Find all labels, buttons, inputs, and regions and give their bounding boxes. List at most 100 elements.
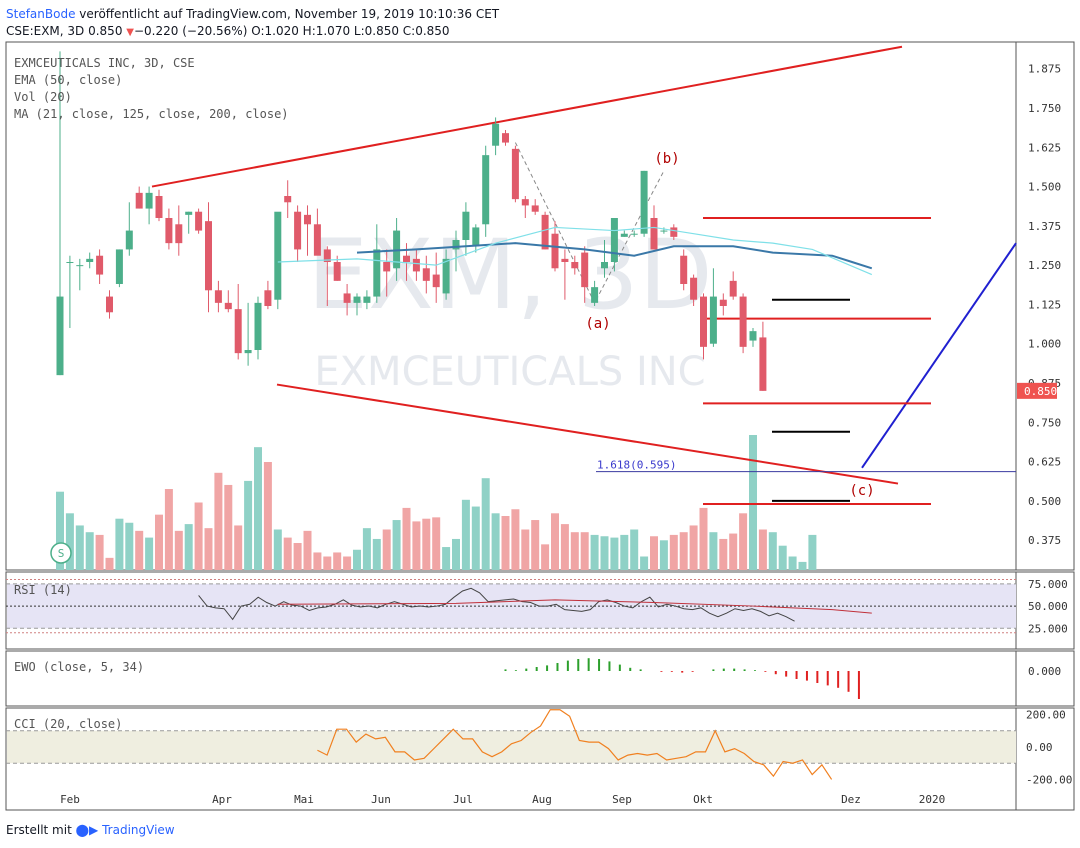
watermark-name: EXMCEUTICALS INC — [314, 349, 705, 395]
cci-band — [7, 730, 1016, 764]
candle-body — [690, 277, 698, 300]
volume-bar — [679, 532, 688, 570]
price-tick: 1.000 — [1028, 338, 1061, 351]
volume-bar — [244, 480, 253, 570]
candle-body — [442, 258, 450, 294]
candle-body — [403, 255, 410, 262]
candle-body — [581, 252, 589, 288]
candle-body — [393, 230, 401, 269]
time-tick: Dez — [841, 793, 861, 806]
candle-body — [125, 230, 133, 250]
ewo-panel: 0.000 EWO (close, 5, 34) — [14, 658, 1061, 699]
price-tick: 0.500 — [1028, 495, 1061, 508]
candle-body — [284, 196, 292, 203]
candle-body — [96, 255, 104, 275]
rsi-label: RSI (14) — [14, 583, 72, 597]
candle-body — [551, 233, 559, 269]
volume-bar — [283, 537, 292, 570]
candle-body — [115, 249, 123, 284]
candle-body — [343, 293, 351, 303]
volume-bar — [372, 538, 381, 570]
lower-trendline — [276, 383, 899, 485]
legend-vol: Vol (20) — [14, 90, 72, 104]
volume-bar — [729, 533, 738, 570]
candle-body — [492, 123, 500, 146]
candles — [56, 51, 767, 391]
cci-tick: 200.00 — [1026, 709, 1066, 722]
volume-bar — [194, 502, 203, 570]
volume-bar — [511, 509, 520, 570]
time-tick: Okt — [693, 793, 713, 806]
volume-bar — [699, 507, 708, 570]
candle-body — [244, 350, 252, 354]
candle-body — [106, 296, 113, 313]
candle-body — [412, 258, 420, 272]
volume-bar — [214, 472, 223, 570]
volume-bar — [610, 537, 619, 570]
candle-body — [610, 218, 618, 262]
volume-bar — [273, 529, 282, 570]
candle-body — [709, 296, 717, 344]
volume-bar — [343, 556, 352, 570]
legend-ma: MA (21, close, 125, close, 200, close) — [14, 107, 289, 121]
volume-bar — [65, 513, 74, 570]
time-tick: Aug — [532, 793, 552, 806]
volume-bar — [333, 552, 342, 570]
volume-bar — [531, 520, 540, 570]
price-tick: 1.125 — [1028, 298, 1061, 311]
candle-body — [511, 148, 519, 200]
candle-body — [254, 302, 262, 350]
candle-body — [165, 218, 173, 244]
volume-bar — [689, 525, 698, 570]
rsi-line — [198, 587, 795, 622]
volume-bar — [709, 532, 718, 570]
volume-bar — [174, 530, 183, 570]
candle-body — [472, 227, 480, 247]
volume-bar — [115, 518, 124, 570]
volume-bar — [501, 516, 510, 570]
volume-bar — [412, 521, 421, 570]
volume-bar — [145, 537, 154, 570]
created-with-label: Erstellt mit — [6, 823, 72, 837]
candle-body — [462, 211, 470, 240]
candle-body — [482, 155, 490, 225]
wave-c-label: (c) — [849, 483, 874, 499]
volume-bar — [788, 556, 797, 570]
candle-body — [422, 268, 430, 281]
volume-bar — [620, 534, 629, 570]
chart-legend: EXMCEUTICALS INC, 3D, CSE EMA (50, close… — [14, 56, 289, 121]
candle-body — [304, 214, 311, 225]
volume-bar — [402, 507, 411, 570]
candle-body — [719, 299, 727, 306]
candle-body — [195, 211, 203, 231]
volume-bar — [135, 530, 144, 570]
candle-body — [135, 192, 143, 209]
candle-body — [145, 192, 153, 209]
candle-body — [185, 211, 193, 215]
volume-bar — [461, 499, 470, 570]
volume-bar — [590, 534, 599, 570]
rsi-tick: 50.000 — [1028, 600, 1068, 613]
ewo-label: EWO (close, 5, 34) — [14, 660, 144, 674]
volume-bar — [263, 462, 272, 570]
volume-bar — [105, 557, 114, 570]
candle-body — [353, 296, 361, 303]
split-badge-label: S — [58, 547, 65, 560]
candle-body — [452, 240, 460, 250]
volume-bar — [541, 544, 550, 570]
author-link[interactable]: StefanBode — [6, 7, 76, 21]
candle-body — [759, 337, 767, 391]
volume-bar — [798, 561, 807, 570]
candle-body — [294, 211, 302, 250]
candle-body — [214, 290, 222, 303]
volume-bar — [551, 513, 559, 570]
volume-bar — [739, 513, 748, 570]
candle-body — [274, 211, 282, 300]
candle-body — [531, 205, 539, 212]
volume-bar — [659, 540, 668, 570]
tradingview-link[interactable]: TradingView — [102, 823, 175, 837]
volume-bar — [75, 525, 84, 570]
price-tick: 1.250 — [1028, 259, 1061, 272]
volume-bar — [719, 538, 728, 570]
